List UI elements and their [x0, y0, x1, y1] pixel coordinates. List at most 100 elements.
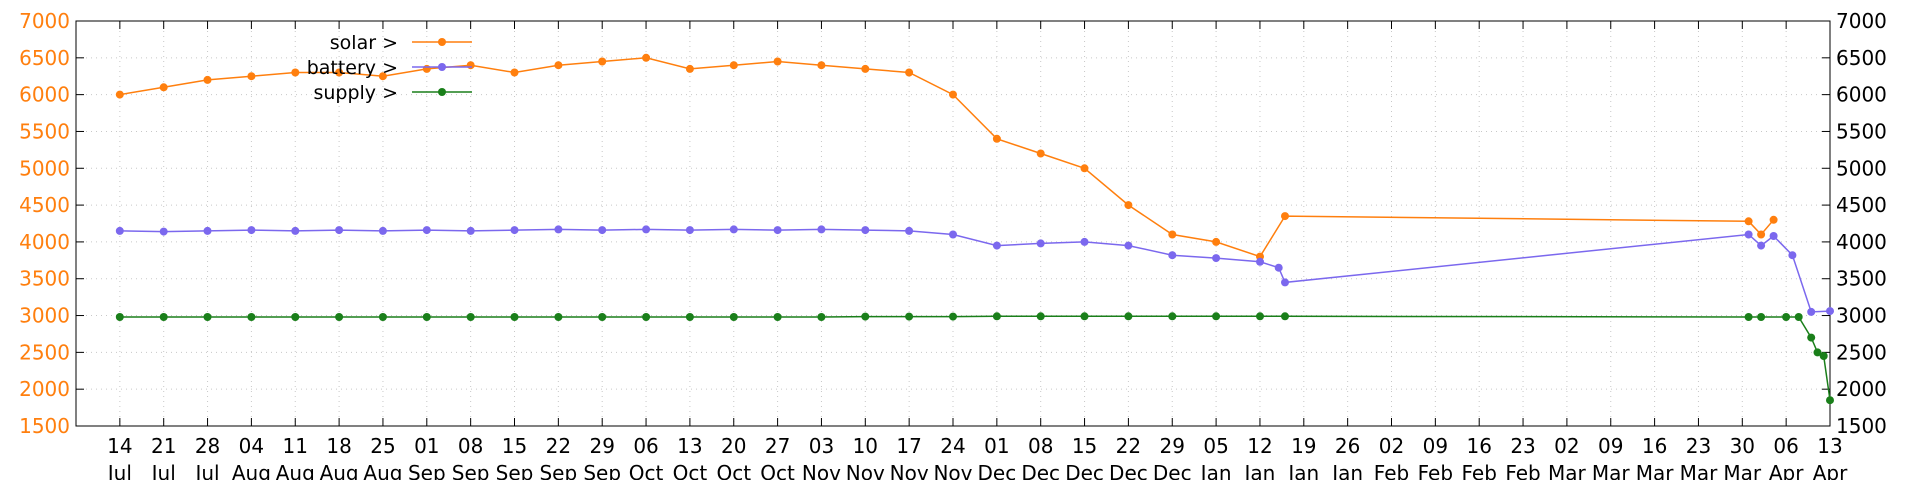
data-point [1807, 307, 1816, 316]
data-point [1080, 164, 1089, 173]
y-tick-label-right: 1500 [1836, 414, 1887, 438]
x-tick-label-month: Apr [1769, 461, 1804, 480]
y-tick-label-right: 4500 [1836, 193, 1887, 217]
x-tick-label-day: 08 [1028, 434, 1053, 458]
x-tick-label-month: Dec [977, 461, 1016, 480]
y-tick-label-left: 1500 [19, 414, 70, 438]
x-tick-label-month: Jul [193, 461, 219, 480]
legend-label-solar: solar > [330, 32, 398, 54]
x-tick-label-month: Mar [1636, 461, 1675, 480]
x-tick-label-month: Feb [1374, 461, 1409, 480]
x-tick-label-month: Aug [276, 461, 315, 480]
data-point [115, 226, 124, 235]
data-point [1281, 212, 1289, 221]
data-point [1757, 230, 1766, 239]
y-tick-label-right: 3500 [1836, 267, 1887, 291]
legend-label-battery: battery > [307, 57, 398, 79]
y-axis-right-labels: 1500 2000 2500 3000 3500 4000 4500 5000 5500 6000… [1836, 9, 1887, 438]
series-battery [115, 225, 1834, 316]
x-tick-label-day: 27 [765, 434, 790, 458]
data-point [729, 61, 738, 70]
data-point [1281, 312, 1289, 321]
data-point [1757, 313, 1766, 321]
x-tick-label-day: 02 [1379, 434, 1404, 458]
y-tick-label-left: 2000 [19, 377, 70, 401]
data-point [1168, 230, 1177, 239]
x-tick-label-day: 15 [1072, 434, 1097, 458]
x-tick-label-month: Jul [150, 461, 176, 480]
x-tick-label-month: Sep [539, 461, 577, 480]
x-tick-label-month: Mar [1723, 461, 1762, 480]
legend-item-battery: battery > [307, 57, 472, 79]
y-tick-label-right: 2000 [1836, 377, 1887, 401]
data-point [422, 313, 431, 321]
x-tick-label-day: 13 [677, 434, 702, 458]
data-point [554, 61, 563, 70]
data-point [642, 53, 651, 62]
data-point [1168, 312, 1177, 321]
x-axis-labels: 14 Jul 21 Jul 28 Jul 04 Aug 11 Aug 18 Aug 25 Aug 01 Sep… [106, 434, 1848, 480]
data-point [817, 225, 826, 234]
data-point [159, 313, 168, 321]
x-tick-label-day: 02 [1554, 434, 1579, 458]
data-point [905, 312, 914, 321]
x-tick-label-day: 16 [1466, 434, 1491, 458]
x-tick-label-month: Jan [1199, 461, 1232, 480]
x-tick-label-day: 08 [458, 434, 483, 458]
data-point [817, 61, 826, 70]
x-tick-label-day: 21 [151, 434, 176, 458]
x-tick-label-month: Mar [1548, 461, 1587, 480]
data-point [729, 313, 738, 321]
data-point [598, 313, 607, 321]
data-point [949, 312, 957, 321]
x-tick-label-month: Sep [583, 461, 621, 480]
data-point [817, 313, 826, 321]
data-point [1769, 215, 1778, 224]
x-tick-label-month: Oct [673, 461, 708, 480]
y-tick-label-right: 6000 [1836, 83, 1887, 107]
data-point [554, 313, 563, 321]
legend-marker-supply [438, 88, 446, 96]
x-tick-label-day: 11 [283, 434, 308, 458]
data-point [422, 226, 431, 235]
data-point [1807, 333, 1816, 342]
data-point [554, 225, 563, 234]
x-tick-label-month: Feb [1505, 461, 1540, 480]
data-point [1168, 251, 1177, 260]
x-tick-label-month: Sep [496, 461, 534, 480]
data-point [861, 64, 870, 73]
data-point [1212, 237, 1221, 246]
y-tick-label-right: 4000 [1836, 230, 1887, 254]
data-point [115, 313, 124, 321]
data-point [1256, 257, 1264, 266]
legend-label-supply: supply > [313, 82, 398, 104]
data-point [1782, 313, 1791, 321]
y-tick-label-left: 4500 [19, 193, 70, 217]
data-point [1744, 313, 1753, 321]
legend-item-solar: solar > [330, 32, 472, 54]
x-tick-label-month: Mar [1680, 461, 1719, 480]
data-point [159, 227, 168, 236]
data-point [1769, 232, 1778, 240]
x-tick-label-month: Oct [760, 461, 795, 480]
data-point [247, 313, 256, 321]
y-tick-label-left: 6500 [19, 46, 70, 70]
data-point [729, 225, 738, 234]
x-tick-label-day: 15 [502, 434, 527, 458]
x-tick-label-day: 05 [1203, 434, 1228, 458]
data-point [1788, 251, 1797, 260]
x-tick-label-month: Jul [106, 461, 132, 480]
data-point [291, 226, 300, 235]
data-point [861, 312, 870, 321]
x-tick-label-month: Sep [452, 461, 490, 480]
data-point [773, 313, 782, 321]
data-point [1826, 396, 1834, 405]
x-tick-label-day: 22 [1116, 434, 1141, 458]
data-point [1124, 201, 1133, 210]
x-tick-label-day: 09 [1423, 434, 1448, 458]
x-tick-label-month: Jan [1330, 461, 1363, 480]
data-point [992, 241, 1001, 250]
tick-marks [76, 20, 1831, 427]
y-tick-label-right: 2500 [1836, 340, 1887, 364]
